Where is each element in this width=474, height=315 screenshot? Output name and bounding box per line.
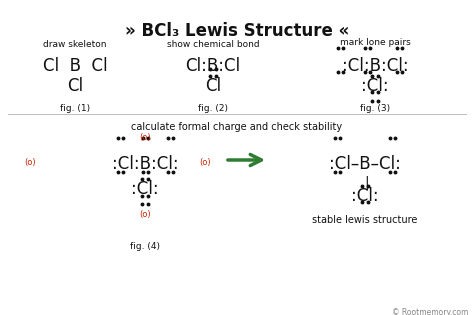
Text: fig. (4): fig. (4) [130,242,160,251]
Text: :Cl–B–Cl:: :Cl–B–Cl: [329,155,401,173]
Text: :Cl:: :Cl: [131,180,159,198]
Text: |: | [365,175,369,190]
Text: mark lone pairs: mark lone pairs [340,38,410,47]
Text: (o): (o) [139,133,151,142]
Text: Cl: Cl [205,77,221,95]
Text: (o): (o) [199,158,211,167]
Text: :Cl:: :Cl: [361,77,389,95]
Text: Cl  B  Cl: Cl B Cl [43,57,107,75]
Text: draw skeleton: draw skeleton [43,40,107,49]
Text: :Cl:B:Cl:: :Cl:B:Cl: [342,57,408,75]
Text: calculate formal charge and check stability: calculate formal charge and check stabil… [131,122,343,132]
Text: :Cl:: :Cl: [351,187,379,205]
Text: fig. (3): fig. (3) [360,104,390,113]
Text: Cl:B:Cl: Cl:B:Cl [185,57,241,75]
Text: © Rootmemory.com: © Rootmemory.com [392,308,468,315]
Text: stable lewis structure: stable lewis structure [312,215,418,225]
Text: fig. (1): fig. (1) [60,104,90,113]
Text: » BCl₃ Lewis Structure «: » BCl₃ Lewis Structure « [125,22,349,40]
Text: fig. (2): fig. (2) [198,104,228,113]
Text: show chemical bond: show chemical bond [167,40,259,49]
Text: :Cl:B:Cl:: :Cl:B:Cl: [112,155,178,173]
Text: (o): (o) [24,158,36,167]
Text: (o): (o) [139,210,151,219]
Text: Cl: Cl [67,77,83,95]
